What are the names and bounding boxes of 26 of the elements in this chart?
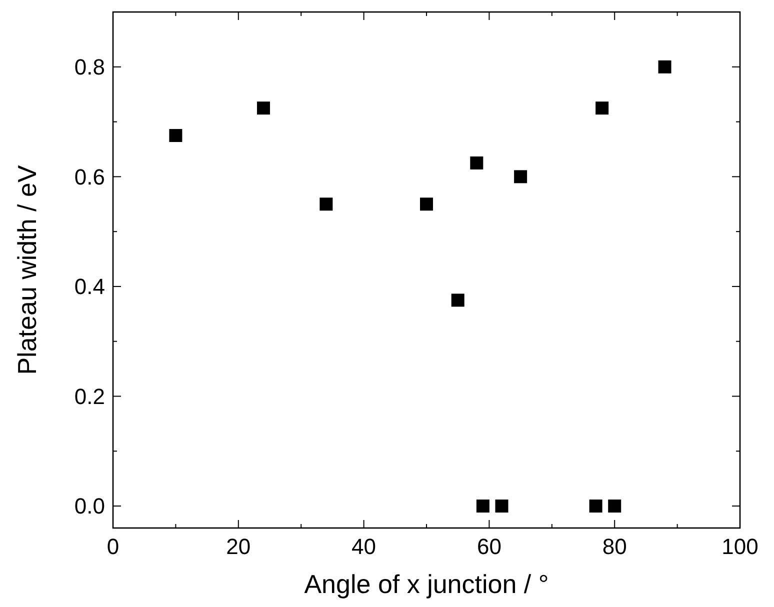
point	[514, 170, 528, 184]
point	[589, 500, 602, 513]
point	[608, 500, 622, 513]
point	[470, 156, 484, 170]
point	[169, 129, 182, 142]
point	[658, 60, 672, 74]
x-tick-label: 40	[352, 534, 376, 559]
y-tick-label: 0.6	[74, 164, 105, 190]
x-tick-label: 100	[722, 534, 758, 559]
point	[320, 198, 333, 211]
point	[256, 102, 270, 115]
x-tick-label: 80	[602, 534, 627, 559]
y-tick-label: 0.2	[74, 384, 105, 409]
y-tick-label: 0.4	[74, 274, 105, 300]
x-axis-title: Angle of x junction / °	[304, 569, 549, 599]
x-tick-label: 0	[106, 534, 120, 559]
x-tick-label: 20	[226, 534, 251, 559]
point	[596, 102, 609, 115]
point	[476, 500, 490, 513]
point	[451, 294, 464, 307]
point	[420, 198, 433, 211]
y-tick-label: 0.0	[74, 494, 105, 519]
point	[495, 500, 508, 513]
y-axis-title: Plateau width / eV	[12, 164, 42, 375]
x-tick-label: 60	[476, 534, 502, 559]
y-tick-label: 0.8	[74, 54, 105, 80]
